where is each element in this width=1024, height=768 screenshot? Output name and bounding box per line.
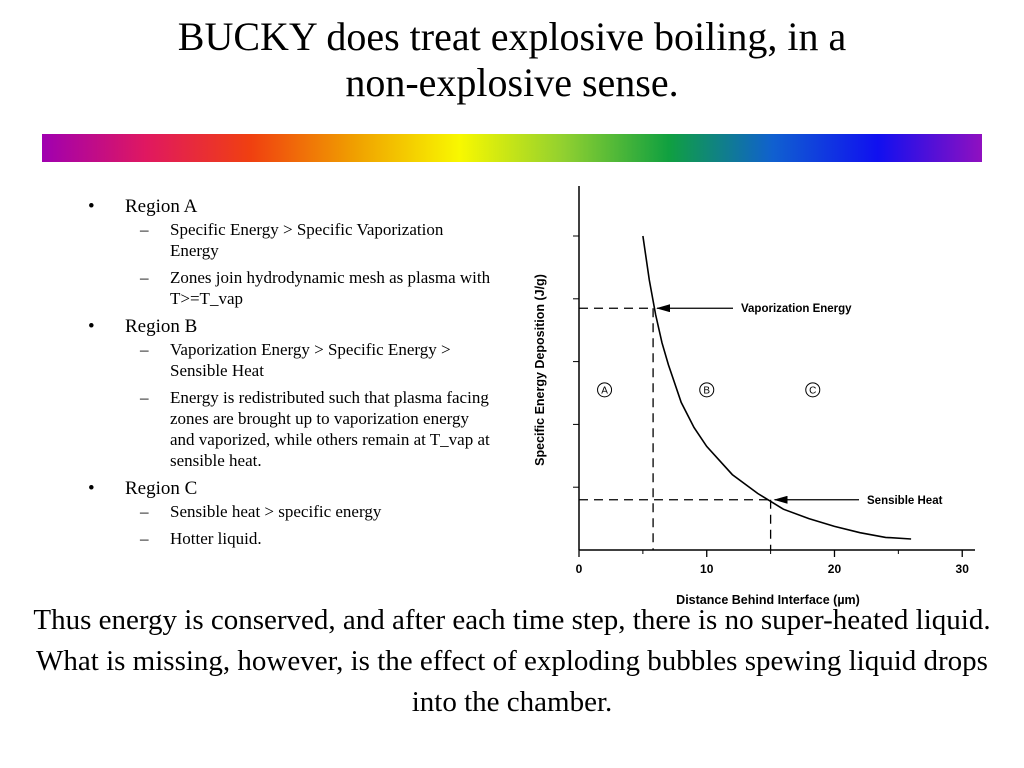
sub-bullet: – Hotter liquid. [125,528,492,549]
energy-deposition-chart: 0 10 20 30 Vaporization Energy Sensible Heat… [533,186,975,607]
sub-bullet: – Energy is redistributed such that plasm… [125,387,492,471]
x-axis-label: Distance Behind Interface (µm) [676,593,860,607]
sub-bullet-dash: – [140,268,149,287]
x-tick-label: 30 [956,562,970,576]
bullet-dot: • [88,316,95,337]
region-label-letter: C [809,385,816,396]
sub-bullet-dash: – [140,340,149,359]
title-line-1: BUCKY does treat explosive boiling, in a [177,14,847,59]
region-label-letter: B [703,385,710,396]
bullet-region-c: • Region C – Sensible heat > specific ene… [82,477,492,549]
sub-bullet-text: Energy is redistributed such that plasma… [170,388,490,470]
sub-bullet-text: Sensible heat > specific energy [170,502,382,521]
reference-label: Vaporization Energy [741,303,852,315]
bullet-region-a: • Region A – Specific Energy > Specific V… [82,195,492,309]
region-bullet-list: • Region A – Specific Energy > Specific V… [82,195,492,555]
sub-bullet: – Zones join hydrodynamic mesh as plasma … [125,267,492,309]
slide-title: BUCKY does treat explosive boiling, in a… [0,14,1024,106]
conclusion-text: Thus energy is conserved, and after each… [33,604,991,718]
sub-bullet-dash: – [140,220,149,239]
x-tick-label: 20 [828,562,842,576]
region-circle [699,382,715,398]
sub-bullet-dash: – [140,502,149,521]
bullet-region-b: • Region B – Vaporization Energy > Specif… [82,315,492,471]
bullet-region-a-label: Region A [125,196,198,217]
sub-bullet-dash: – [140,529,149,548]
region-circle [805,382,821,398]
x-tick-label: 10 [700,562,714,576]
y-axis-label: Specific Energy Deposition (J/g) [533,274,547,466]
region-label-letter: A [601,385,608,396]
title-line-2: non-explosive sense. [345,60,679,105]
sub-bullet: – Specific Energy > Specific Vaporization… [125,219,492,261]
x-tick-label: 0 [576,562,583,576]
region-circle [597,382,613,398]
sub-bullet-text: Vaporization Energy > Specific Energy > … [170,340,451,380]
x-tick-group: 0 10 20 30 [576,550,970,576]
sub-bullet-dash: – [140,388,149,407]
sub-bullet-text: Hotter liquid. [170,529,262,548]
bullet-dot: • [88,478,95,499]
sub-bullet: – Sensible heat > specific energy [125,501,492,522]
reference-label: Sensible Heat [867,495,943,507]
sub-bullet-text: Zones join hydrodynamic mesh as plasma w… [170,268,491,308]
bullet-region-c-label: Region C [125,478,198,499]
bullet-dot: • [88,196,95,217]
reference-levels: Vaporization Energy Sensible Heat [579,303,943,550]
sub-bullet: – Vaporization Energy > Specific Energy >… [125,339,492,381]
sub-bullet-text: Specific Energy > Specific Vaporization … [170,220,444,260]
bullet-region-b-label: Region B [125,316,198,337]
energy-curve-line [642,235,912,540]
y-tick-group [573,235,579,488]
region-labels: A B C [597,382,821,398]
rainbow-divider-bar [42,134,982,162]
